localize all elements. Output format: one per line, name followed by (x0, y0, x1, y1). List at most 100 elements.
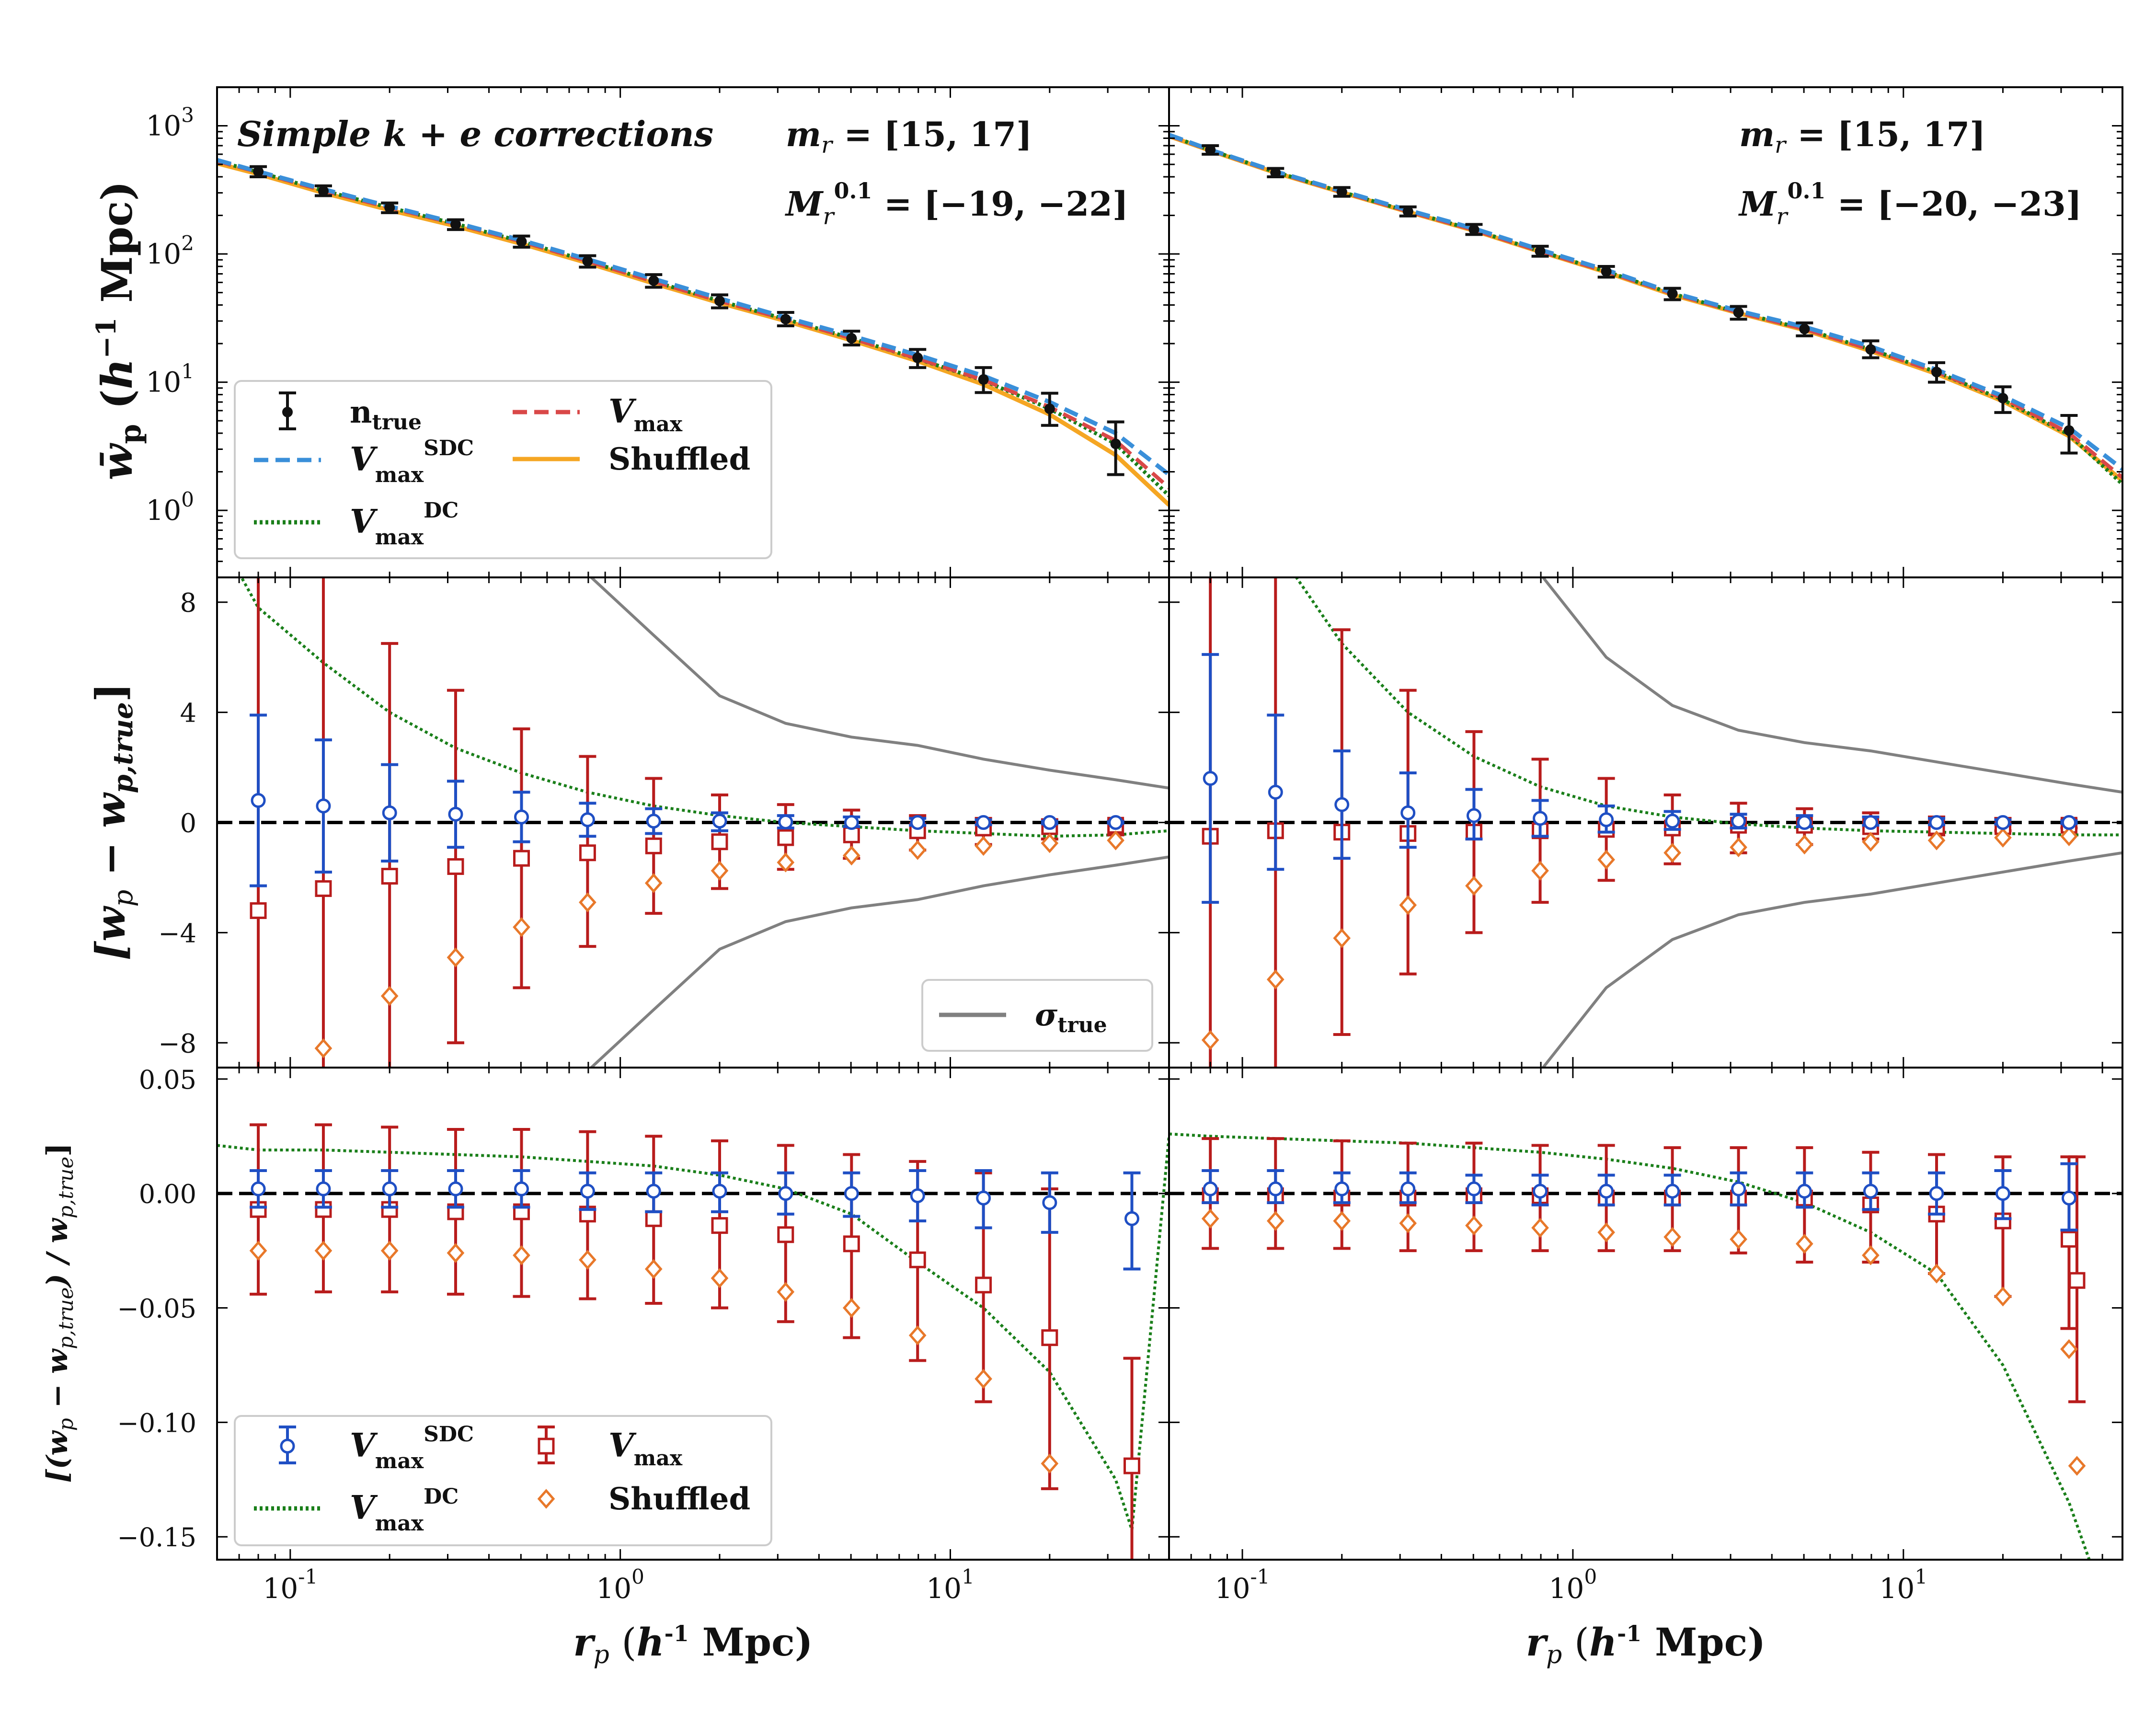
shuffled-point-shape (1994, 1286, 2012, 1307)
vmax-sdc-point (2061, 1190, 2076, 1206)
vmax-sdc-point-shape (1124, 1211, 1139, 1226)
vmax-sdc-point-shape (844, 1186, 859, 1201)
vmax-sdc-point-shape (778, 814, 793, 829)
vmax-sdc-point (316, 1181, 331, 1196)
shuffled-point (908, 1325, 927, 1346)
ntrue-point (1997, 393, 2008, 404)
shuffled-point-shape (777, 852, 795, 873)
vmax-sdc-point-shape (1599, 812, 1614, 828)
y-tick-label: 100 (146, 488, 194, 527)
ntrue-point (1799, 323, 1810, 334)
vmax-sdc-point (1334, 1181, 1350, 1196)
vmax-sdc-point (1731, 814, 1746, 829)
vmax-sdc-point-shape (1400, 1181, 1416, 1196)
vmax-sdc-point (646, 1184, 661, 1199)
y-tick-label: 102 (146, 231, 194, 270)
vmax-point-shape (1041, 1329, 1058, 1346)
shuffled-point (314, 1038, 333, 1058)
vmax-point-shape (250, 902, 267, 919)
shuffled-point-shape (1465, 875, 1483, 896)
ntrue-point (1270, 167, 1281, 178)
shuffled-point (842, 845, 860, 866)
shuffled-point (1333, 1211, 1351, 1231)
vmax-point-shape (843, 1235, 860, 1253)
shuffled-point-shape (2060, 1339, 2078, 1359)
vmax-sdc-point (778, 1186, 793, 1201)
ntrue-point (516, 236, 527, 247)
ntrue-point (1402, 206, 1413, 217)
shuffled-point (1663, 842, 1681, 863)
vmax-sdc-point (251, 1181, 266, 1196)
shuffled-point-shape (1531, 1218, 1549, 1238)
annotation-Mr: Mr0.1 = [−19, −22] (785, 178, 1128, 230)
vmax-sdc-point-shape (1797, 815, 1812, 830)
vmax-sdc-point-shape (1665, 814, 1680, 829)
vmax-point (579, 844, 596, 862)
ntrue-point (1931, 367, 1942, 378)
sigma-upper-line (1541, 577, 2122, 794)
vmax-point (1041, 1329, 1058, 1346)
vmax-sdc-point (1797, 815, 1812, 830)
vmax-sdc-point-shape (2061, 815, 2076, 830)
vmax-sdc-point-shape (1599, 1184, 1614, 1199)
vmax-sdc-point-shape (1108, 815, 1124, 830)
vmax-sdc-point-shape (251, 793, 266, 808)
vmax-sdc-point (448, 806, 463, 822)
shuffled-point-shape (380, 1241, 399, 1261)
vmax-sdc-point-shape (2061, 1190, 2076, 1206)
shuffled-point-shape (314, 1241, 333, 1261)
vmax-sdc-point (1466, 1181, 1481, 1196)
legend-vmax-sdc-label: VmaxSDC (350, 1422, 474, 1473)
ntrue-point (1468, 224, 1479, 235)
shuffled-point (1041, 1453, 1059, 1474)
ntrue-point-shape (1601, 266, 1612, 277)
vmax-sdc-point (1124, 1211, 1139, 1226)
y-tick-label: −8 (158, 1028, 196, 1058)
shuffled-point-shape (1795, 834, 1813, 855)
vmax-dc-line (217, 159, 1169, 497)
shuffled-point-shape (1333, 1211, 1351, 1231)
vmax-dc-line (240, 577, 1169, 838)
shuffled-point-shape (513, 917, 530, 937)
shuffled-point (513, 917, 530, 937)
vmax-sdc-point (1268, 1181, 1283, 1196)
ntrue-point-shape (1535, 246, 1546, 257)
vmax-sdc-point-shape (1203, 771, 1218, 786)
y-tick-label: 8 (180, 588, 196, 618)
shuffled-point-shape (1862, 1245, 1880, 1265)
ntrue-point-shape (1997, 393, 2008, 404)
vmax-sdc-point (1995, 1186, 2010, 1201)
vmax-sdc-point-shape (580, 812, 595, 828)
y-tick-label: −0.10 (117, 1408, 196, 1438)
ntrue-point (318, 185, 329, 196)
shuffled-point (1927, 830, 1946, 851)
ntrue-point (1110, 438, 1121, 449)
vmax-point-shape (645, 1210, 662, 1227)
ntrue-point-shape (1468, 224, 1479, 235)
shuffled-point-shape (975, 1368, 992, 1389)
vmax-sdc-point-shape (1466, 808, 1481, 823)
x-tick-label: 100 (1549, 1565, 1597, 1605)
legend-ntrue-label: ntrue (350, 394, 422, 435)
shuffled-point-shape (447, 947, 465, 967)
shuffled-point (249, 1241, 267, 1261)
shuffled-point-shape (1107, 830, 1124, 851)
vmax-point (777, 829, 794, 846)
ntrue-point (253, 166, 264, 177)
shuffled-point (380, 1241, 399, 1261)
ntrue-point (1044, 403, 1055, 414)
vmax-sdc-point (910, 1188, 925, 1203)
vmax-point-shape (711, 1217, 728, 1234)
vmax-sdc-point (646, 814, 661, 829)
legend-box (234, 380, 772, 559)
vmax-sdc-point-shape (1995, 815, 2010, 830)
vmax-sdc-point (712, 814, 727, 829)
ntrue-point-shape (846, 333, 857, 344)
y-tick-label: 0.00 (139, 1179, 196, 1209)
vmax-sdc-point-shape (646, 814, 661, 829)
vmax-sdc-point-shape (1400, 805, 1416, 820)
shuffled-point (1531, 861, 1549, 881)
shuffled-point (1266, 1211, 1284, 1231)
legend-box (234, 1415, 772, 1546)
